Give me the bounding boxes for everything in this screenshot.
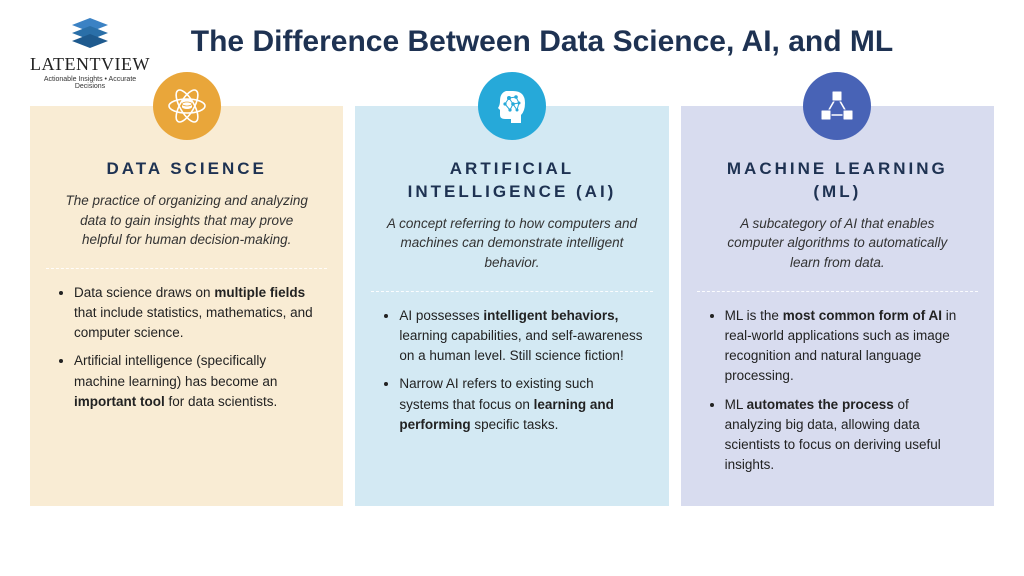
divider bbox=[46, 268, 327, 269]
cards-row: DATA SCIENCE The practice of organizing … bbox=[0, 90, 1024, 506]
bullet-list: AI possesses intelligent behaviors, lear… bbox=[381, 306, 642, 436]
divider bbox=[371, 291, 652, 292]
bullet-item: Artificial intelligence (specifically ma… bbox=[74, 351, 317, 412]
divider bbox=[697, 291, 978, 292]
network-icon bbox=[816, 85, 858, 127]
card-subtitle: The practice of organizing and analyzing… bbox=[56, 191, 317, 250]
bullet-list: Data science draws on multiple fields th… bbox=[56, 283, 317, 413]
logo-text: LatentView bbox=[30, 54, 150, 75]
card-data-science: DATA SCIENCE The practice of organizing … bbox=[30, 106, 343, 506]
card-ai: ARTIFICIAL INTELLIGENCE (AI) A concept r… bbox=[355, 106, 668, 506]
logo-icon bbox=[68, 18, 112, 52]
bullet-list: ML is the most common form of AI in real… bbox=[707, 306, 968, 476]
bullet-item: Data science draws on multiple fields th… bbox=[74, 283, 317, 344]
card-title: DATA SCIENCE bbox=[56, 158, 317, 181]
bullet-item: AI possesses intelligent behaviors, lear… bbox=[399, 306, 642, 367]
bullet-item: Narrow AI refers to existing such system… bbox=[399, 374, 642, 435]
atom-db-icon bbox=[166, 85, 208, 127]
logo-tagline: Actionable Insights • Accurate Decisions bbox=[30, 76, 150, 90]
medallion-data-science bbox=[153, 72, 221, 140]
bullet-item: ML automates the process of analyzing bi… bbox=[725, 395, 968, 476]
card-title: MACHINE LEARNING (ML) bbox=[707, 158, 968, 204]
card-subtitle: A concept referring to how computers and… bbox=[381, 214, 642, 273]
bullet-item: ML is the most common form of AI in real… bbox=[725, 306, 968, 387]
medallion-ml bbox=[803, 72, 871, 140]
logo: LatentView Actionable Insights • Accurat… bbox=[30, 18, 150, 90]
card-title: ARTIFICIAL INTELLIGENCE (AI) bbox=[381, 158, 642, 204]
card-ml: MACHINE LEARNING (ML) A subcategory of A… bbox=[681, 106, 994, 506]
ai-head-icon bbox=[491, 85, 533, 127]
card-subtitle: A subcategory of AI that enables compute… bbox=[707, 214, 968, 273]
page-title: The Difference Between Data Science, AI,… bbox=[150, 18, 994, 63]
medallion-ai bbox=[478, 72, 546, 140]
